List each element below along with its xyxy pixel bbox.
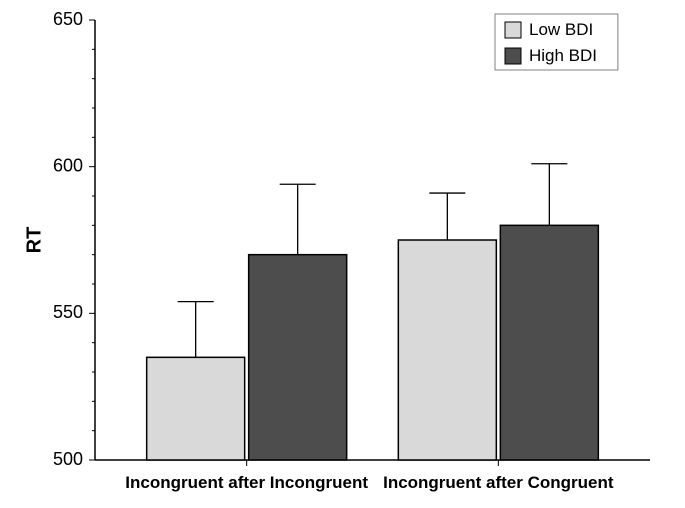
- bar: [500, 225, 598, 460]
- legend-swatch: [505, 22, 521, 38]
- x-tick-label: Incongruent after Incongruent: [125, 473, 368, 492]
- y-tick-label: 550: [53, 302, 83, 322]
- y-axis-label: RT: [23, 227, 45, 254]
- rt-bar-chart: 500 550 600 650 RT Incongruent after Incongru…: [0, 0, 685, 508]
- legend-swatch: [505, 48, 521, 64]
- bar: [249, 255, 347, 460]
- y-tick-label: 650: [53, 9, 83, 29]
- legend-label: Low BDI: [529, 20, 593, 39]
- y-tick-label: 600: [53, 155, 83, 175]
- y-tick-label: 500: [53, 449, 83, 469]
- x-tick-label: Incongruent after Congruent: [383, 473, 614, 492]
- bar: [398, 240, 496, 460]
- bar: [147, 357, 245, 460]
- legend-label: High BDI: [529, 46, 597, 65]
